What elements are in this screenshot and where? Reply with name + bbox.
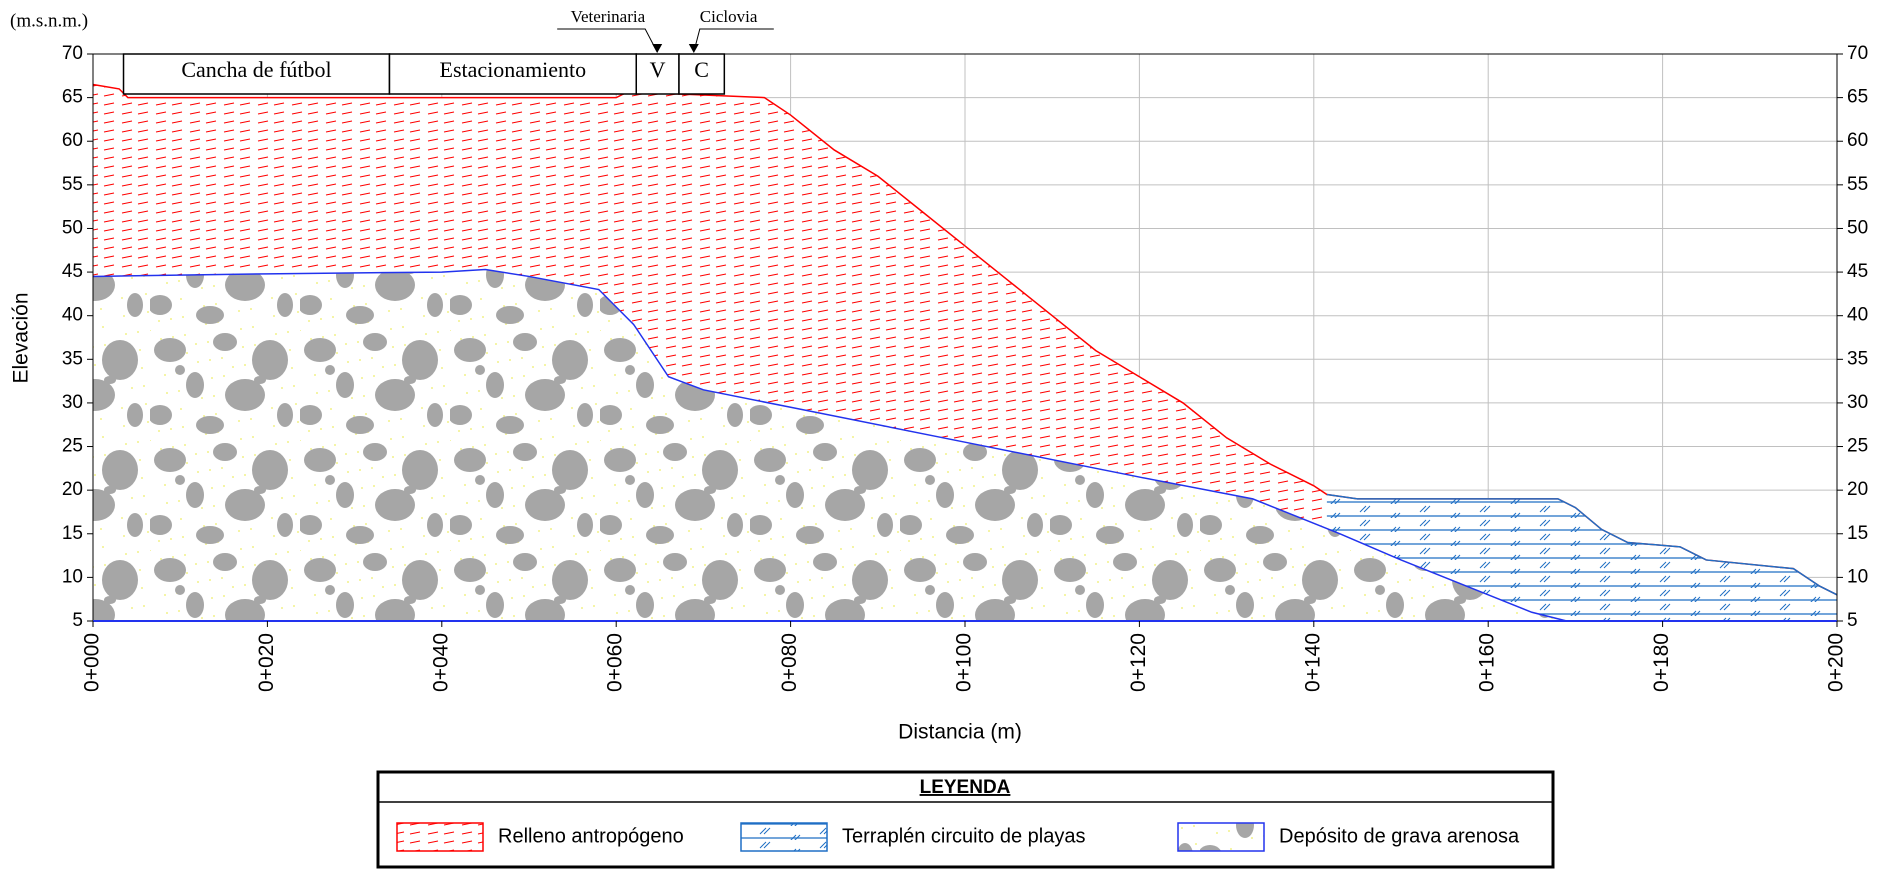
y-tick-label: 20 (62, 479, 83, 500)
y-tick-label: 20 (1847, 479, 1868, 500)
y-tick-label: 5 (1847, 610, 1858, 631)
y-tick-label: 15 (62, 523, 83, 544)
y-tick-label: 60 (1847, 130, 1868, 151)
y-tick-label: 70 (62, 43, 83, 64)
y-tick-label: 50 (1847, 217, 1868, 238)
y-tick-label: 25 (62, 436, 83, 457)
y-tick-label: 55 (1847, 174, 1868, 195)
layer-boundary (1326, 493, 1838, 596)
x-tick-label: 0+120 (1127, 633, 1150, 692)
pointer-arrow (557, 28, 658, 53)
structure-box (388, 53, 638, 95)
y-tick-label: 50 (62, 217, 83, 238)
pointer-label: Ciclovia (700, 7, 758, 26)
layer-boundary (92, 268, 1567, 622)
legend-label: Terraplén circuito de playas (842, 825, 1085, 847)
legend-label: Relleno antropógeno (498, 825, 684, 847)
y-tick-label: 55 (62, 174, 83, 195)
y-tick-label: 60 (62, 130, 83, 151)
x-tick-label: 0+020 (255, 633, 278, 692)
legend-swatch (396, 822, 484, 852)
structure-label: C (694, 57, 709, 82)
layer-area (93, 269, 1567, 621)
y-tick-label: 5 (72, 610, 83, 631)
y-tick-label: 65 (62, 87, 83, 108)
pointer-arrow (693, 28, 774, 53)
pointer-label: Veterinaria (571, 7, 646, 26)
legend-swatch (740, 822, 828, 852)
legend-swatch (1177, 822, 1265, 852)
y-axis-title: Elevación (10, 292, 33, 383)
y-tick-label: 10 (1847, 566, 1868, 587)
legend-box (376, 770, 1555, 869)
x-tick-label: 0+160 (1476, 633, 1499, 692)
pointer-head (688, 44, 699, 53)
y-tick-label: 40 (62, 305, 83, 326)
y-tick-label: 45 (62, 261, 83, 282)
structure-label: V (650, 57, 666, 82)
structure-box (678, 53, 726, 95)
legend-label: Depósito de grava arenosa (1279, 825, 1520, 847)
y-tick-label: 35 (1847, 348, 1868, 369)
x-tick-label: 0+100 (953, 633, 976, 692)
x-tick-label: 0+060 (604, 633, 627, 692)
y-tick-label: 70 (1847, 43, 1868, 64)
y-tick-label: 65 (1847, 87, 1868, 108)
y-unit: (m.s.n.m.) (10, 10, 88, 31)
structure-label: Estacionamiento (440, 57, 587, 82)
y-tick-label: 25 (1847, 436, 1868, 457)
x-tick-label: 0+200 (1825, 633, 1848, 692)
y-tick-label: 10 (62, 566, 83, 587)
structure-box (122, 53, 391, 95)
x-tick-label: 0+040 (429, 633, 452, 692)
legend-title: LEYENDA (920, 777, 1011, 798)
y-tick-label: 45 (1847, 261, 1868, 282)
y-tick-label: 40 (1847, 305, 1868, 326)
x-axis-title: Distancia (m) (898, 721, 1022, 744)
x-tick-label: 0+140 (1301, 633, 1324, 692)
y-tick-label: 35 (62, 348, 83, 369)
x-tick-label: 0+000 (81, 633, 104, 692)
structure-label: Cancha de fútbol (181, 57, 331, 82)
x-tick-label: 0+080 (778, 633, 801, 692)
y-tick-label: 15 (1847, 523, 1868, 544)
y-tick-label: 30 (1847, 392, 1868, 413)
x-tick-label: 0+180 (1650, 633, 1673, 692)
y-tick-label: 30 (62, 392, 83, 413)
pointer-head (652, 44, 663, 53)
